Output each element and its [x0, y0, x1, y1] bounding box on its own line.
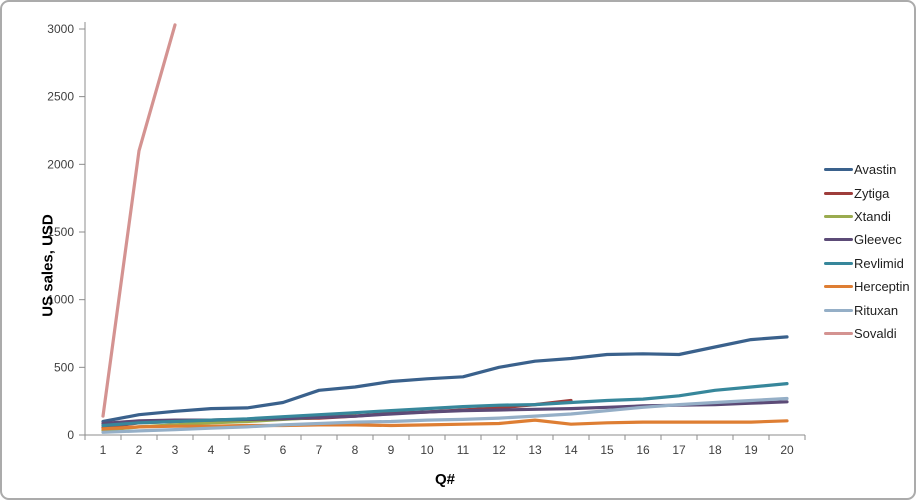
- x-tick-label: 6: [280, 443, 287, 457]
- x-tick-label: 8: [352, 443, 359, 457]
- legend-label: Gleevec: [854, 232, 902, 248]
- series-line-rituxan: [101, 396, 789, 434]
- x-tick-label: 1: [100, 443, 107, 457]
- legend-item-avastin: Avastin: [824, 158, 914, 181]
- legend-item-herceptin: Herceptin: [824, 275, 914, 298]
- x-tick-label: 19: [744, 443, 758, 457]
- legend-item-sovaldi: Sovaldi: [824, 322, 914, 345]
- legend-label: Zytiga: [854, 185, 890, 201]
- x-tick-label: 13: [528, 443, 542, 457]
- y-tick-label: 2000: [47, 157, 74, 171]
- y-tick-label: 1500: [47, 225, 74, 239]
- legend-swatch-zytiga: [824, 191, 853, 195]
- legend-item-rituxan: Rituxan: [824, 298, 914, 321]
- legend-item-gleevec: Gleevec: [824, 228, 914, 251]
- legend-swatch-avastin: [824, 168, 853, 172]
- legend-item-xtandi: Xtandi: [824, 205, 914, 228]
- x-tick-label: 4: [208, 443, 215, 457]
- x-tick-label: 16: [636, 443, 650, 457]
- legend-swatch-gleevec: [824, 238, 853, 242]
- legend-item-revlimid: Revlimid: [824, 252, 914, 275]
- x-tick-label: 11: [457, 443, 470, 457]
- y-tick-label: 1000: [47, 293, 74, 307]
- legend-label: Xtandi: [854, 208, 891, 224]
- legend: Avastin Zytiga Xtandi Gleevec Revlimid Hercep…: [824, 158, 914, 345]
- y-axis-title: US sales, USD: [39, 214, 57, 317]
- x-tick-label: 14: [564, 443, 578, 457]
- legend-label: Sovaldi: [854, 325, 897, 341]
- x-tick-label: 2: [136, 443, 143, 457]
- x-tick-label: 12: [492, 443, 506, 457]
- series-line-avastin: [101, 335, 789, 424]
- legend-label: Avastin: [854, 162, 897, 178]
- x-tick-label: 5: [244, 443, 251, 457]
- y-tick-label: 3000: [47, 22, 74, 36]
- x-tick-label: 10: [420, 443, 434, 457]
- legend-label: Herceptin: [854, 279, 910, 295]
- x-tick-label: 17: [672, 443, 686, 457]
- x-tick-label: 7: [316, 443, 323, 457]
- legend-swatch-revlimid: [824, 261, 853, 265]
- legend-swatch-rituxan: [824, 308, 853, 312]
- y-tick-label: 2500: [47, 90, 74, 104]
- x-tick-label: 20: [780, 443, 794, 457]
- series-line-sovaldi: [101, 23, 177, 418]
- legend-swatch-herceptin: [824, 285, 853, 289]
- x-tick-label: 18: [708, 443, 722, 457]
- y-tick-label: 500: [54, 360, 74, 374]
- series-line-herceptin: [101, 418, 789, 431]
- x-axis-title: Q#: [434, 471, 455, 488]
- legend-label: Rituxan: [854, 302, 899, 318]
- x-tick-label: 9: [388, 443, 395, 457]
- legend-label: Revlimid: [854, 255, 904, 271]
- series-line-revlimid: [101, 382, 789, 428]
- legend-item-zytiga: Zytiga: [824, 181, 914, 204]
- x-tick-label: 3: [172, 443, 179, 457]
- legend-swatch-xtandi: [824, 214, 853, 218]
- x-tick-label: 15: [600, 443, 614, 457]
- legend-swatch-sovaldi: [824, 331, 853, 335]
- y-tick-label: 0: [67, 428, 74, 442]
